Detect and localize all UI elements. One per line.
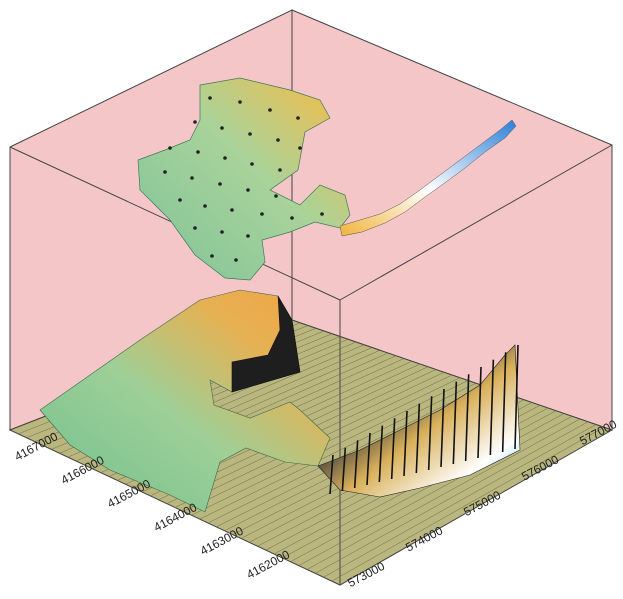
wall-slat: [378, 425, 384, 483]
wall-slat: [353, 440, 359, 489]
surface-grid-point: [260, 212, 264, 216]
wall-slat: [452, 381, 458, 465]
wall-slat: [415, 403, 421, 474]
surface-grid-point: [168, 146, 172, 150]
floor-grid-line: [207, 385, 485, 524]
surface-grid-point: [278, 168, 282, 172]
wall-slat: [403, 410, 408, 477]
box-panels: [8, 9, 614, 586]
surface-grid-point: [238, 100, 242, 104]
base-terrain-surface: [39, 289, 521, 513]
floor-grid-line: [306, 418, 581, 570]
surface-grid-point: [246, 234, 250, 238]
surface-grid-point: [218, 182, 222, 186]
wall-slat: [427, 396, 433, 471]
surface-grid-point: [220, 126, 224, 130]
y-tick-label: 4162000: [244, 547, 292, 581]
floating-ribbon: [339, 119, 517, 237]
surface-grid-point: [178, 198, 182, 202]
terrain-cliff: [231, 295, 301, 393]
wall-slat: [514, 344, 519, 450]
surface-grid-point: [268, 108, 272, 112]
surface-grid-point: [320, 212, 324, 216]
surface-grid-point: [276, 138, 280, 142]
surface-grid-points: [163, 96, 324, 262]
surface-grid-point: [234, 258, 238, 262]
wall-slat: [390, 418, 396, 480]
surface-grid-point: [163, 170, 167, 174]
wall-slat: [329, 454, 334, 495]
surface-grid-point: [190, 176, 194, 180]
surface-grid-point: [203, 204, 207, 208]
wall-slat: [341, 447, 347, 492]
wall-slat: [440, 388, 445, 468]
floor-grid-line: [315, 421, 589, 574]
wall-slat: [501, 352, 507, 453]
floating-surface: [137, 77, 517, 281]
surface-grid-point: [298, 146, 302, 150]
surface-grid-point: [248, 132, 252, 136]
wall-slat: [489, 359, 495, 456]
surface-grid-point: [193, 226, 197, 230]
floor-grid-line: [331, 427, 605, 582]
wall-slat: [477, 366, 482, 459]
surface-grid-point: [250, 162, 254, 166]
floor-grid-line: [298, 416, 573, 566]
wall-slat: [366, 432, 371, 486]
floating-surface-patch: [137, 77, 351, 281]
wall-slats: [329, 344, 519, 495]
surface-grid-point: [230, 208, 234, 212]
surface-grid-point: [208, 96, 212, 100]
floor-grid-line: [323, 424, 597, 578]
surface-grid-point: [196, 150, 200, 154]
surface-grid-point: [274, 194, 278, 198]
box-edge: [339, 144, 613, 301]
terrain-top: [39, 289, 331, 513]
surface-grid-point: [223, 156, 227, 160]
surface-grid-point: [193, 120, 197, 124]
surface-grid-point: [210, 254, 214, 258]
surface-grid-point: [296, 116, 300, 120]
floor-grid-line: [191, 380, 469, 516]
wall-slat: [464, 374, 470, 462]
surface-grid-point: [290, 216, 294, 220]
floor-grid-line: [199, 383, 477, 520]
surface-grid-point: [246, 188, 250, 192]
surface-grid-point: [220, 230, 224, 234]
